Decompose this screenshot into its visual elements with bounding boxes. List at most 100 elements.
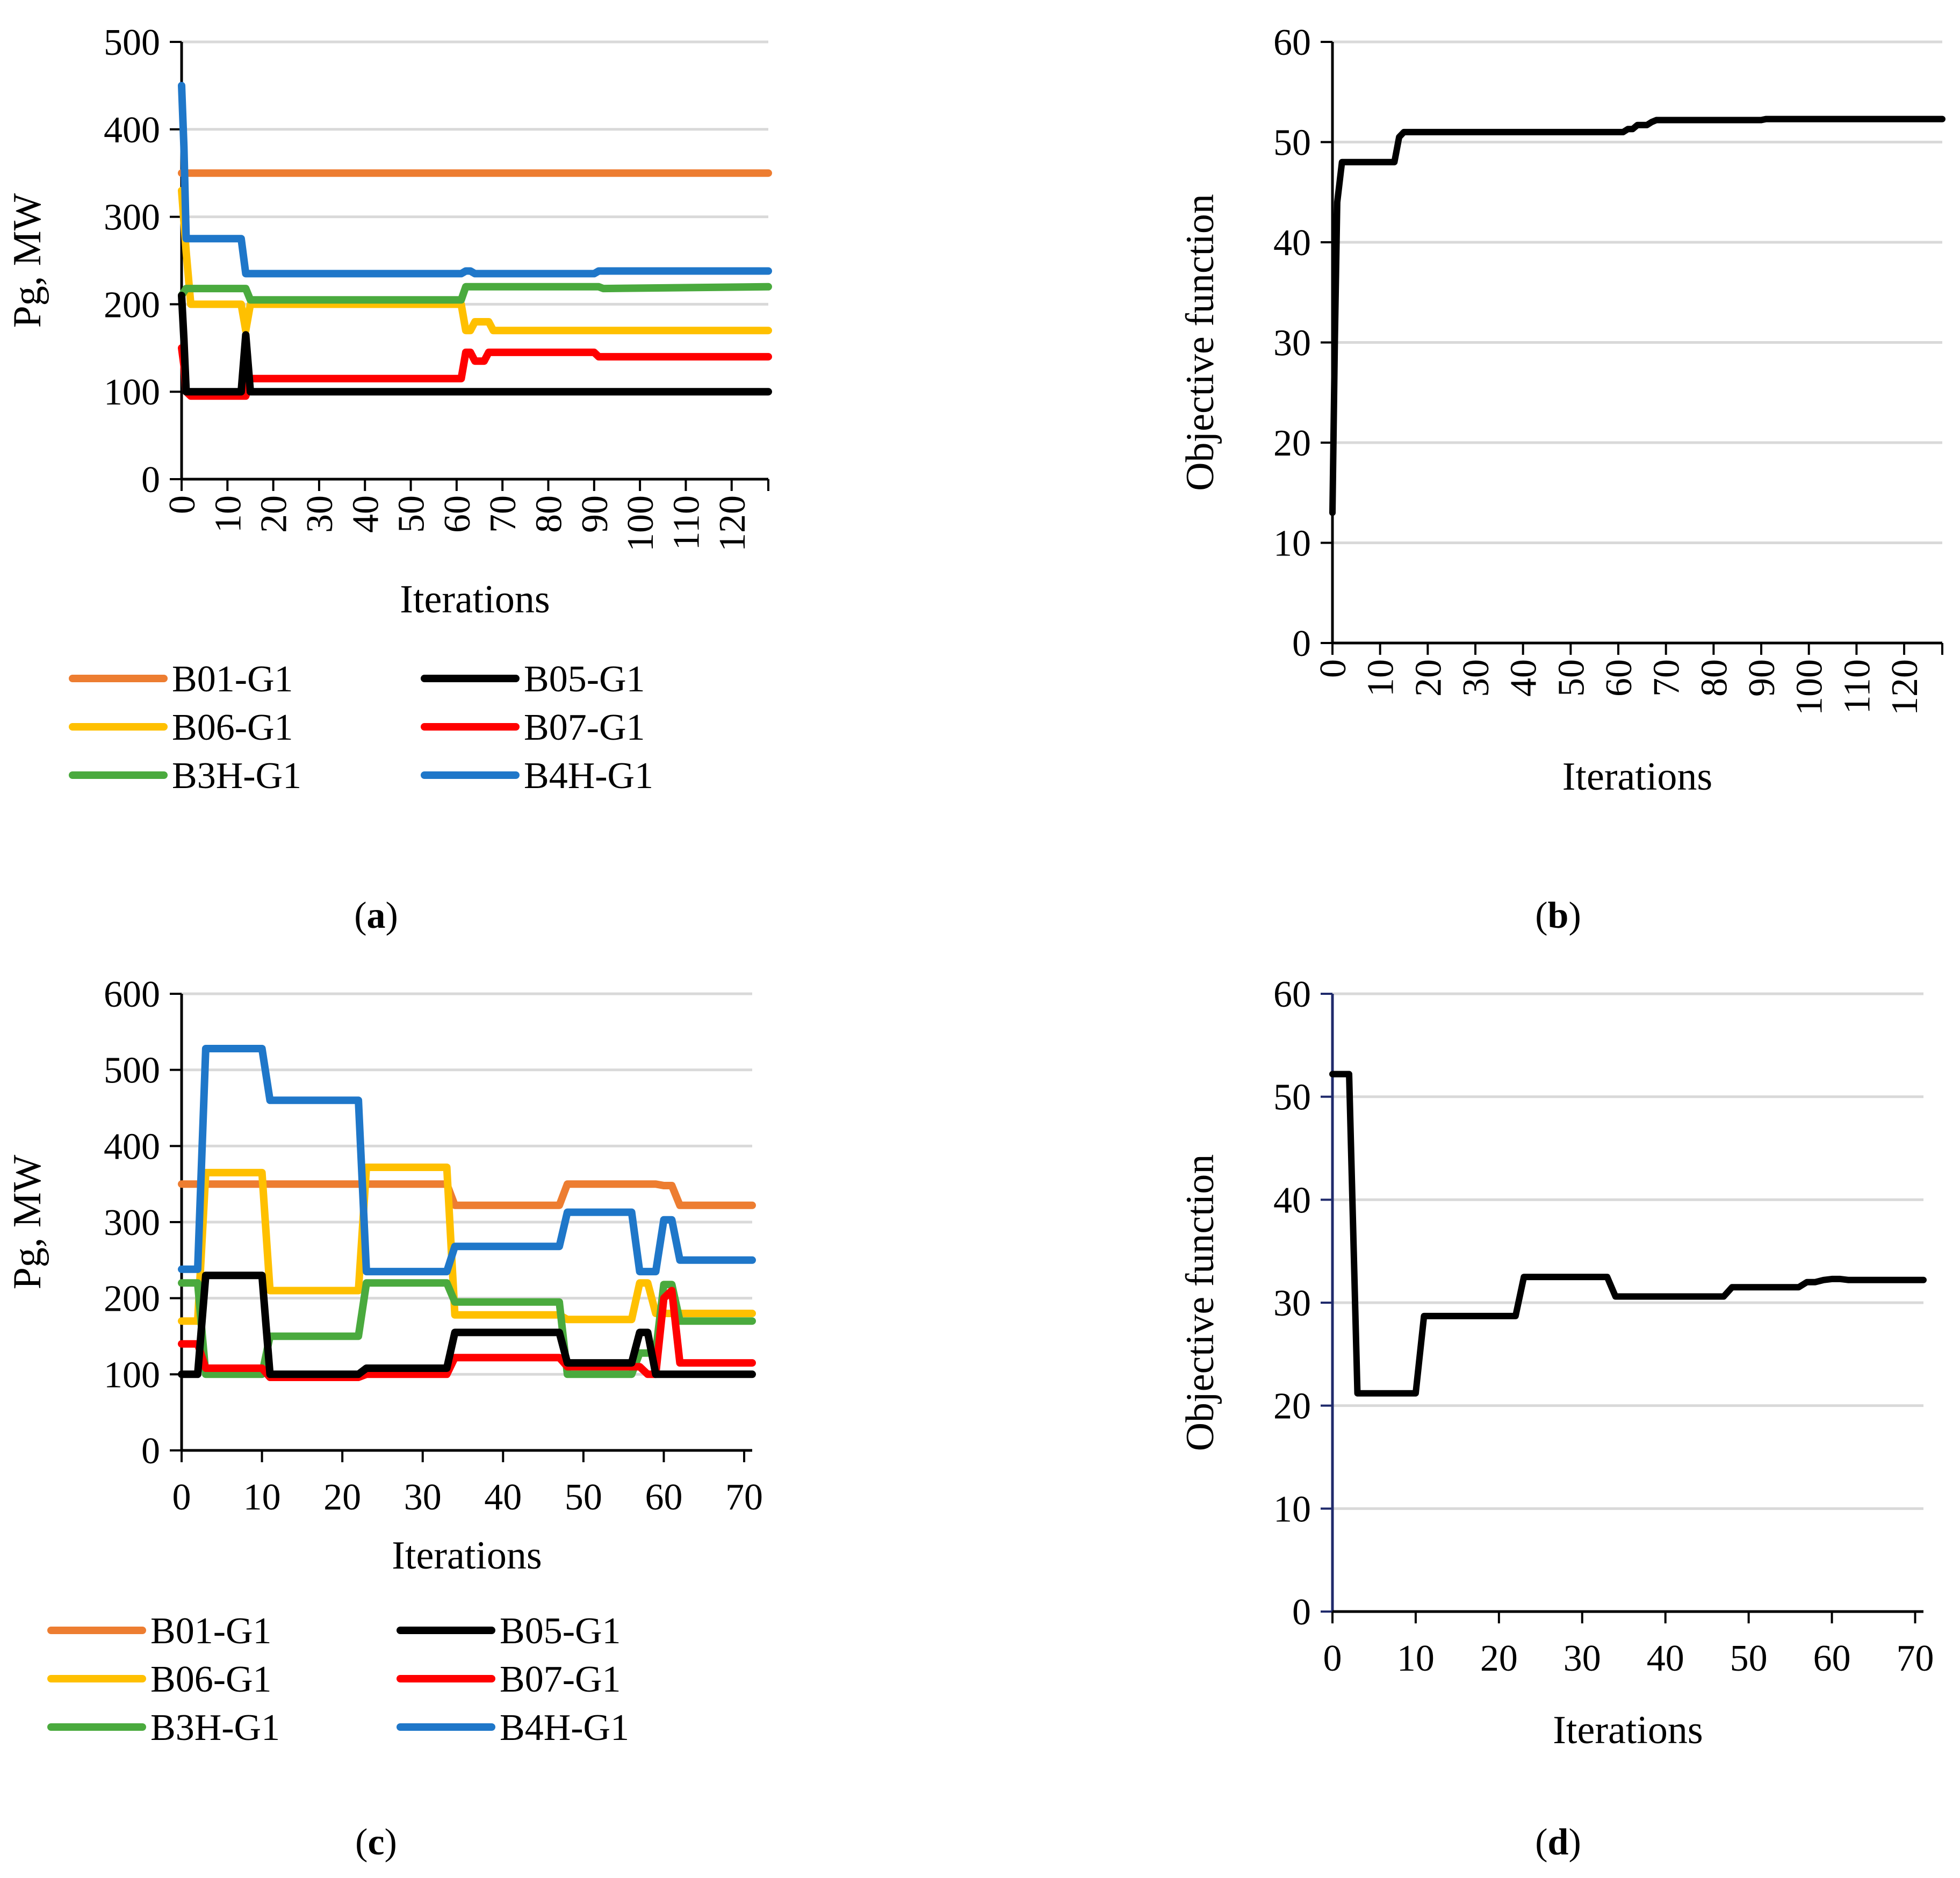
legend-label: B3H-G1 — [172, 755, 301, 797]
x-tick-label: 30 — [299, 495, 341, 533]
x-tick-label: 20 — [1408, 659, 1449, 697]
y-tick-label: 100 — [104, 1354, 160, 1396]
caption-a: (a) — [354, 895, 398, 936]
x-tick-label: 50 — [1551, 659, 1592, 697]
x-tick-label: 100 — [620, 495, 661, 552]
legend-label: B05-G1 — [500, 1610, 621, 1652]
legend-label: B3H-G1 — [150, 1707, 280, 1749]
x-tick-label: 70 — [1897, 1638, 1934, 1679]
y-axis-title: Pg, MW — [5, 1154, 49, 1289]
y-tick-label: 40 — [1273, 1180, 1311, 1221]
y-axis-title: Objective function — [1178, 1154, 1222, 1451]
y-tick-label: 10 — [1273, 1489, 1311, 1530]
y-tick-label: 500 — [104, 1050, 160, 1092]
x-tick-label: 110 — [666, 495, 707, 550]
x-tick-label: 60 — [645, 1477, 682, 1518]
y-tick-label: 600 — [104, 974, 160, 1015]
y-tick-label: 40 — [1273, 222, 1311, 264]
x-tick-label: 40 — [1503, 659, 1545, 697]
legend-label: B4H-G1 — [524, 755, 653, 797]
series-line-objective — [1329, 115, 1945, 516]
x-tick-label: 60 — [437, 495, 478, 533]
x-axis-title: Iterations — [400, 577, 550, 622]
y-tick-label: 200 — [104, 1279, 160, 1320]
x-tick-label: 0 — [162, 495, 203, 514]
caption-d: (d) — [1535, 1822, 1581, 1863]
x-tick-label: 120 — [712, 495, 753, 552]
y-tick-label: 400 — [104, 1126, 160, 1167]
legend-label: B4H-G1 — [500, 1707, 629, 1749]
legend-label: B07-G1 — [524, 707, 645, 748]
panel-d-chart: 0 10 20 30 40 50 60 0 10 20 30 40 50 60 70 Iterations Ob… — [1178, 974, 1934, 1752]
x-tick-label: 0 — [172, 1477, 191, 1518]
series-line-b3h-g1 — [178, 1279, 756, 1378]
legend-label: B01-G1 — [150, 1610, 272, 1652]
series-line-b4h-g1 — [178, 1045, 756, 1276]
x-axis-title: Iterations — [1553, 1708, 1703, 1752]
x-tick-label: 20 — [254, 495, 295, 533]
caption-c: (c) — [355, 1822, 397, 1863]
x-tick-label: 30 — [404, 1477, 442, 1518]
x-tick-label: 60 — [1598, 659, 1640, 697]
y-tick-label: 500 — [104, 22, 160, 63]
y-tick-label: 0 — [141, 1431, 160, 1472]
x-tick-label: 20 — [323, 1477, 361, 1518]
x-tick-label: 70 — [725, 1477, 763, 1518]
x-tick-label: 90 — [574, 495, 616, 533]
panel-c-chart: 0 100 200 300 400 500 600 0 10 20 30 40 50 60 70 Iterat… — [5, 974, 763, 1749]
caption-c-letter: c — [367, 1822, 385, 1863]
y-tick-label: 0 — [141, 459, 160, 501]
y-tick-label: 0 — [1292, 1592, 1311, 1633]
caption-b: (b) — [1535, 895, 1581, 936]
legend-label: B06-G1 — [150, 1659, 272, 1700]
x-tick-label: 50 — [565, 1477, 602, 1518]
x-tick-label: 10 — [243, 1477, 281, 1518]
legend-label: B05-G1 — [524, 659, 645, 700]
caption-a-letter: a — [366, 895, 386, 936]
x-tick-label: 10 — [1397, 1638, 1435, 1679]
x-tick-label: 50 — [1730, 1638, 1768, 1679]
legend-label: B06-G1 — [172, 707, 293, 748]
y-tick-label: 200 — [104, 284, 160, 326]
x-tick-label: 50 — [391, 495, 433, 533]
x-tick-label: 40 — [345, 495, 386, 533]
legend-label: B01-G1 — [172, 659, 293, 700]
x-tick-label: 40 — [1647, 1638, 1684, 1679]
x-tick-label: 0 — [1313, 659, 1354, 678]
x-tick-label: 110 — [1836, 659, 1878, 714]
y-tick-label: 300 — [104, 197, 160, 239]
series-line-b06-g1 — [178, 186, 772, 335]
y-tick-label: 30 — [1273, 323, 1311, 364]
y-tick-label: 400 — [104, 110, 160, 151]
y-tick-label: 10 — [1273, 523, 1311, 565]
series-line-b05-g1 — [178, 292, 772, 396]
x-tick-label: 30 — [1563, 1638, 1601, 1679]
y-tick-label: 60 — [1273, 22, 1311, 63]
caption-d-letter: d — [1547, 1822, 1569, 1863]
caption-b-letter: b — [1547, 895, 1569, 936]
x-axis-title: Iterations — [392, 1534, 542, 1578]
x-tick-label: 70 — [482, 495, 524, 533]
series-line-b05-g1 — [178, 1272, 756, 1378]
x-tick-label: 120 — [1884, 659, 1926, 716]
series-line-objective — [1329, 1071, 1927, 1397]
x-tick-label: 70 — [1646, 659, 1688, 697]
x-tick-label: 20 — [1480, 1638, 1518, 1679]
y-tick-label: 50 — [1273, 122, 1311, 164]
x-tick-label: 10 — [207, 495, 249, 533]
y-axis-title: Pg, MW — [5, 193, 49, 328]
x-tick-label: 100 — [1789, 659, 1831, 716]
y-tick-label: 50 — [1273, 1077, 1311, 1118]
series-line-b07-g1 — [178, 1287, 756, 1381]
y-tick-label: 30 — [1273, 1283, 1311, 1324]
x-tick-label: 30 — [1455, 659, 1497, 697]
y-tick-label: 20 — [1273, 1386, 1311, 1427]
y-tick-label: 300 — [104, 1202, 160, 1244]
y-axis-title: Objective function — [1178, 194, 1222, 491]
y-tick-label: 20 — [1273, 423, 1311, 464]
y-tick-label: 100 — [104, 372, 160, 413]
legend-label: B07-G1 — [500, 1659, 621, 1700]
